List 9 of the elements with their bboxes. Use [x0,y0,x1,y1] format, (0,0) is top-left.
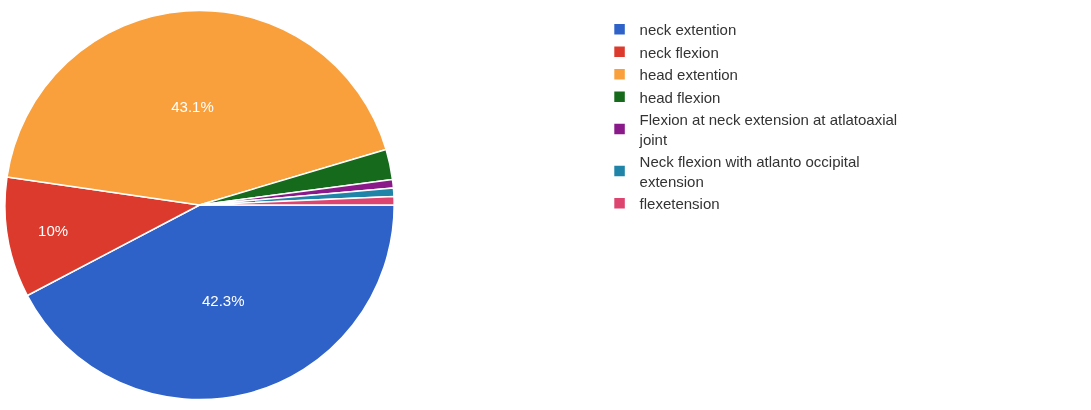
legend-label: head flexion [639,88,721,106]
data-label: 43.1% [171,98,214,116]
legend-label: flexetension [639,195,720,213]
data-label: 42.3% [201,292,245,310]
legend-label: neck flexion [639,43,719,61]
legend-label: head extention [639,66,738,84]
legend-label: Flexion at neck extension at atlatoaxial joint [638,111,898,148]
data-label: 10% [38,221,69,239]
legend-label: neck extention [639,21,737,39]
